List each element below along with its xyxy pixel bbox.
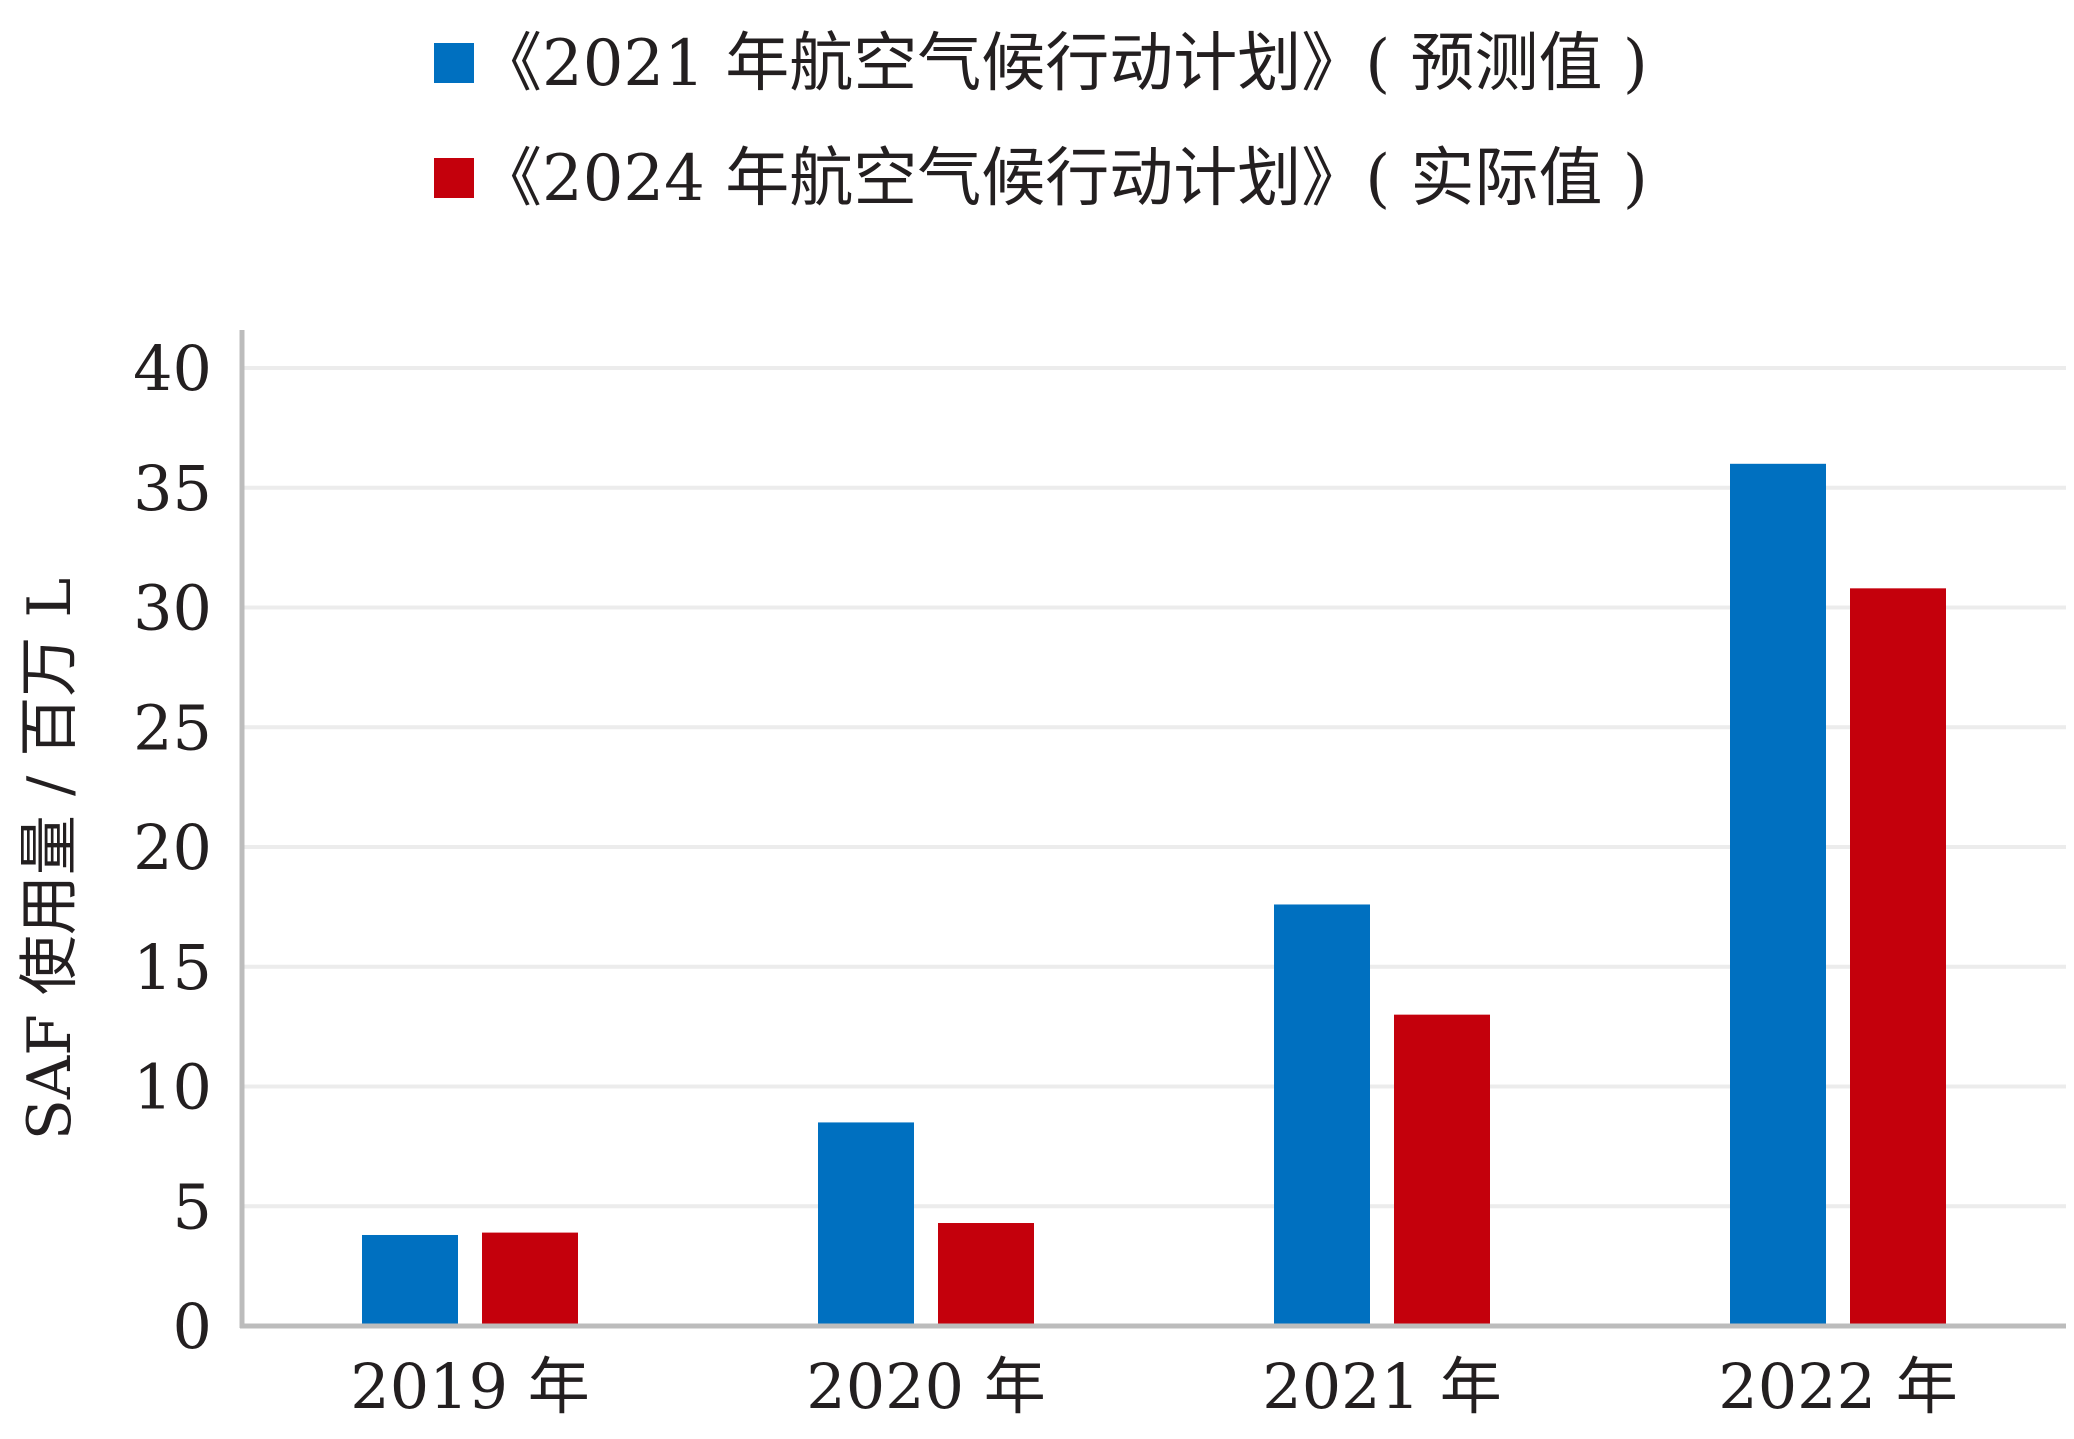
y-tick-label-4: 20 xyxy=(133,811,212,884)
gridlines xyxy=(242,366,2066,1209)
y-tick-label-8: 40 xyxy=(133,332,212,405)
bar-1-3 xyxy=(1850,588,1946,1326)
bar-0-1 xyxy=(818,1122,914,1326)
y-tick-labels: 0 5 10 15 20 25 30 35 40 xyxy=(133,332,212,1363)
axes xyxy=(239,330,2066,1329)
x-tick-label-0: 2019 年 xyxy=(350,1350,590,1423)
legend-label-1: 《2024 年航空气候行动计划》( 实际值 ) xyxy=(478,142,1648,216)
y-tick-label-6: 30 xyxy=(133,572,212,645)
x-tick-label-3: 2022 年 xyxy=(1718,1350,1958,1423)
legend-label-0: 《2021 年航空气候行动计划》( 预测值 ) xyxy=(478,27,1648,101)
y-tick-label-7: 35 xyxy=(133,452,212,525)
bar-1-1 xyxy=(938,1223,1034,1326)
bar-1-0 xyxy=(482,1232,578,1326)
bar-0-3 xyxy=(1730,463,1826,1326)
y-tick-label-3: 15 xyxy=(133,931,212,1004)
legend: 《2021 年航空气候行动计划》( 预测值 ) 《2024 年航空气候行动计划》(… xyxy=(434,27,1648,216)
y-tick-label-1: 5 xyxy=(173,1170,212,1243)
y-tick-label-0: 0 xyxy=(173,1290,212,1363)
x-tick-label-2: 2021 年 xyxy=(1262,1350,1502,1423)
bar-0-0 xyxy=(362,1234,458,1326)
x-tick-labels: 2019 年 2020 年 2021 年 2022 年 xyxy=(350,1350,1958,1423)
y-tick-label-2: 10 xyxy=(133,1051,212,1124)
bars xyxy=(362,463,1946,1326)
x-tick-label-1: 2020 年 xyxy=(806,1350,1046,1423)
legend-swatch-0 xyxy=(434,43,474,83)
legend-swatch-1 xyxy=(434,158,474,198)
bar-1-2 xyxy=(1394,1014,1490,1326)
bar-0-2 xyxy=(1274,904,1370,1326)
y-tick-label-5: 25 xyxy=(133,691,212,764)
y-axis-title: SAF 使用量 / 百万 L xyxy=(15,578,85,1140)
